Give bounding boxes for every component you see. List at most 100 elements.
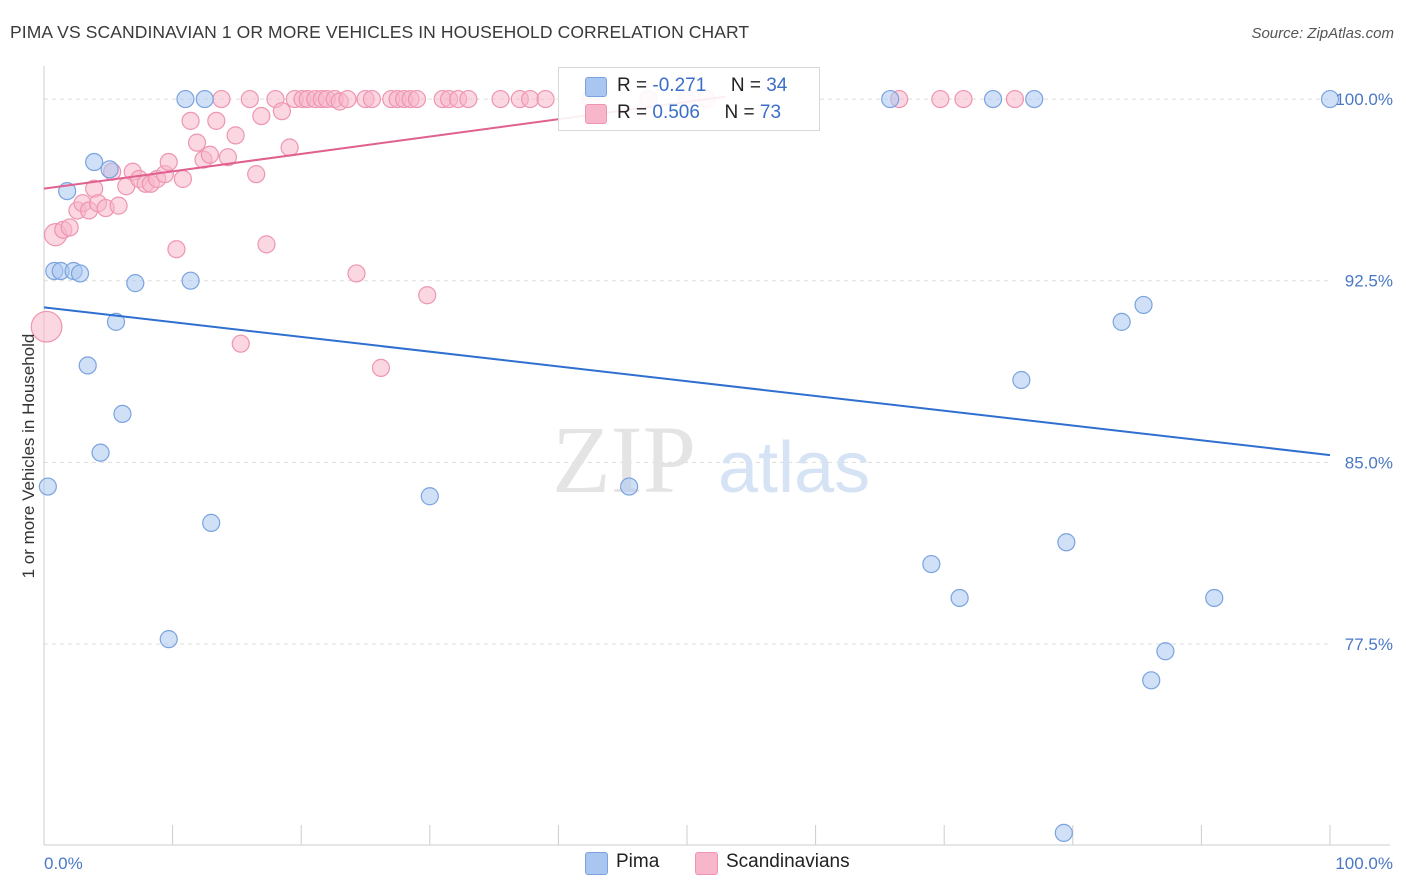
scandinavians-point	[418, 286, 437, 305]
pima-point	[620, 477, 639, 496]
scandinavians-point	[167, 240, 186, 259]
legend-pima-n: 34	[766, 75, 788, 96]
scandinavians-point	[954, 89, 973, 109]
scandinavians-point	[247, 165, 266, 184]
pima-swatch-icon	[585, 77, 607, 97]
scandinavians-point	[371, 358, 391, 377]
pima-point	[38, 477, 57, 496]
pima-point	[85, 152, 104, 172]
legend-n-label: N =	[724, 102, 755, 123]
y-tick-label: 92.5%	[1345, 272, 1393, 291]
legend-r-label: R =	[617, 75, 648, 96]
scandinavians-point	[181, 111, 200, 130]
pima-trend-line	[43, 306, 1331, 457]
scandinavians-point	[109, 196, 128, 215]
pima-point	[983, 89, 1003, 109]
pima-point	[1054, 823, 1073, 842]
pima-point	[881, 89, 900, 109]
scandinavians-point	[252, 106, 271, 126]
watermark-zip: ZIP	[552, 406, 696, 513]
legend-pima-r: -0.271	[652, 75, 707, 96]
y-tick-labels: 100.0% 92.5% 85.0% 77.5%	[1335, 90, 1393, 654]
y-tick-label: 100.0%	[1335, 90, 1393, 109]
pima-point	[420, 487, 439, 506]
pima-point	[91, 443, 110, 462]
pima-point	[195, 89, 214, 109]
scandinavians-point	[536, 89, 555, 109]
correlation-legend: R = -0.271 N = 34 R = 0.506 N = 73	[558, 67, 820, 131]
pima-legend-swatch-icon	[585, 852, 608, 875]
scandinavians-point	[1005, 89, 1025, 109]
scandinavians-legend-swatch-icon	[695, 852, 718, 875]
scandinavians-point	[187, 133, 207, 152]
scandinavians-point	[407, 89, 427, 109]
scandinavians-point	[212, 89, 231, 109]
pima-point	[78, 356, 97, 375]
pima-point	[202, 513, 221, 532]
scandinavians-point	[231, 334, 250, 353]
legend-row-pima: R = -0.271 N = 34	[559, 73, 819, 100]
pima-point	[1320, 89, 1340, 109]
gridlines	[44, 98, 1330, 645]
legend-scandinavians-r: 0.506	[652, 102, 700, 123]
pima-point	[106, 312, 126, 331]
y-axis-title: 1 or more Vehicles in Household	[19, 334, 38, 579]
scandinavians-point	[200, 145, 219, 164]
pima-point	[1112, 312, 1131, 331]
axes	[43, 66, 1390, 846]
scandinavians-point	[257, 235, 276, 254]
pima-point	[126, 274, 145, 293]
pima-point	[922, 554, 941, 574]
x-tick-label: 0.0%	[44, 854, 83, 873]
legend-scandinavians-n: 73	[759, 102, 782, 123]
scandinavians-point	[362, 89, 382, 109]
legend-r-label: R =	[617, 102, 648, 123]
scandinavians-point	[459, 89, 478, 109]
scandinavians-point	[173, 169, 192, 189]
pima-point	[1012, 370, 1031, 390]
scandinavians-point	[30, 310, 63, 343]
scandinavians-point	[226, 126, 245, 145]
pima-point	[1025, 89, 1044, 109]
scandinavians-point	[280, 138, 299, 157]
pima-point	[1134, 295, 1153, 315]
scandinavians-swatch-icon	[585, 104, 607, 124]
pima-point	[1205, 588, 1224, 608]
y-tick-label: 85.0%	[1345, 453, 1393, 472]
y-tick-label: 77.5%	[1345, 635, 1393, 654]
scandinavians-point	[347, 264, 366, 283]
scandinavians-point	[931, 89, 950, 109]
pima-point	[1142, 671, 1161, 690]
pima-point	[70, 264, 90, 283]
x-tick-labels: 0.0% 100.0%	[44, 854, 1393, 873]
scandinavians-point	[338, 89, 357, 109]
scandinavians-point	[60, 218, 79, 237]
pima-point	[181, 271, 200, 290]
pima-point	[950, 588, 969, 608]
pima-point	[1156, 642, 1175, 661]
x-tick-label: 100.0%	[1335, 854, 1393, 873]
scandinavians-point	[491, 89, 510, 109]
legend-pima-label: Pima	[616, 851, 660, 872]
scandinavians-point	[521, 89, 540, 109]
pima-point	[113, 404, 132, 424]
chart-title: PIMA VS SCANDINAVIAN 1 OR MORE VEHICLES …	[10, 22, 750, 42]
pima-point	[176, 89, 195, 109]
watermark: ZIP atlas	[552, 406, 870, 513]
legend-scandinavians-label: Scandinavians	[726, 851, 850, 872]
pima-point	[1057, 533, 1076, 552]
watermark-atlas: atlas	[718, 428, 870, 508]
scandinavians-point	[272, 102, 292, 121]
legend-n-label: N =	[730, 75, 761, 96]
pima-point	[159, 630, 178, 649]
scandinavians-point	[207, 111, 226, 130]
series-pima-points	[38, 89, 1340, 842]
source-label: Source: ZipAtlas.com	[1251, 25, 1394, 42]
scandinavians-point	[240, 89, 259, 109]
legend-row-scandinavians: R = 0.506 N = 73	[559, 100, 819, 127]
pima-point	[100, 160, 119, 179]
series-scandinavians-points	[30, 89, 1025, 377]
scandinavians-point	[159, 152, 178, 172]
trend-lines	[43, 95, 1331, 457]
